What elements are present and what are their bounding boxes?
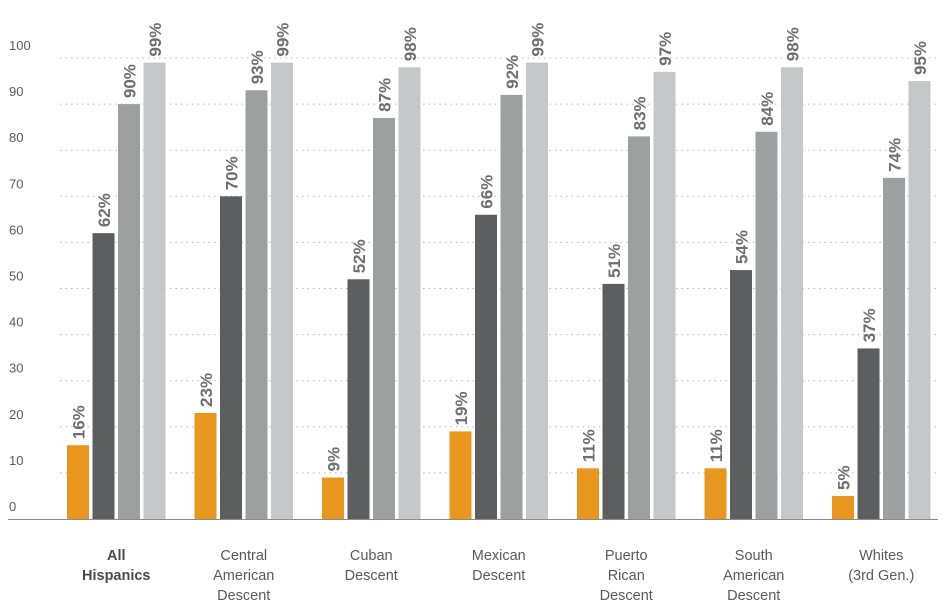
y-tick-label: 80 — [9, 130, 23, 145]
bar — [92, 233, 115, 519]
bar-value-label: 93% — [248, 50, 267, 84]
y-tick-label: 100 — [9, 38, 31, 53]
bar-value-label: 62% — [95, 193, 114, 227]
bar — [653, 71, 676, 519]
bar — [908, 81, 931, 520]
bar — [271, 62, 293, 520]
category-label: Mexican — [472, 548, 526, 564]
bar-value-label: 11% — [580, 429, 599, 462]
category-label: Descent — [600, 588, 653, 604]
bar-value-label: 66% — [478, 175, 497, 209]
category-label: Descent — [472, 568, 525, 584]
bar-value-label: 98% — [401, 27, 420, 61]
bar-value-label: 99% — [274, 23, 293, 57]
y-tick-label: 90 — [9, 84, 23, 99]
category-label: Whites — [859, 548, 903, 564]
data-labels-layer: 16% 62% 90% 99% 23% 70% 93% 99% 9% 52% 87% 98% 19% 66… — [70, 23, 931, 490]
bar — [730, 270, 752, 519]
bar — [857, 348, 880, 519]
bar — [143, 62, 166, 520]
bar — [449, 431, 472, 519]
bar — [373, 117, 395, 520]
y-tick-label: 50 — [9, 269, 23, 284]
category-label: South — [735, 548, 773, 564]
bar-value-label: 92% — [503, 55, 522, 89]
category-labels-layer: All Hispanics Central American Descent Cuban D… — [82, 548, 914, 604]
bar — [755, 131, 778, 519]
bar — [194, 412, 217, 519]
bar-value-label: 99% — [146, 23, 165, 57]
bar — [704, 468, 727, 519]
bar-value-label: 5% — [835, 465, 854, 490]
bar-value-label: 16% — [70, 405, 89, 439]
category-label: Puerto — [605, 548, 648, 564]
category-label: Central — [220, 548, 267, 564]
bar-value-label: 74% — [886, 138, 905, 172]
bar-value-label: 84% — [758, 92, 777, 126]
bar — [577, 468, 599, 519]
bar — [220, 196, 242, 520]
bar-value-label: 51% — [605, 244, 624, 278]
category-label: (3rd Gen.) — [848, 568, 914, 584]
bar — [398, 67, 421, 519]
bar-value-label: 95% — [911, 41, 930, 75]
bar — [526, 62, 548, 520]
bar-value-label: 99% — [529, 23, 548, 57]
bar — [602, 283, 625, 519]
bar-value-label: 37% — [860, 308, 879, 342]
bar-value-label: 87% — [376, 78, 395, 112]
category-label: Descent — [217, 588, 270, 604]
bar — [628, 136, 650, 519]
category-label: American — [723, 568, 784, 584]
y-tick-label: 70 — [9, 176, 23, 191]
bar — [67, 445, 89, 519]
category-label: Cuban — [350, 548, 393, 564]
bar-value-label: 97% — [656, 32, 675, 66]
bar-value-label: 52% — [350, 239, 369, 273]
bar-value-label: 9% — [325, 447, 344, 472]
category-label: Hispanics — [82, 568, 151, 584]
bar — [781, 67, 803, 519]
bar-value-label: 19% — [452, 391, 471, 425]
category-label: Rican — [608, 568, 645, 584]
y-tick-label: 30 — [9, 361, 23, 376]
y-tick-label: 10 — [9, 453, 23, 468]
bar — [245, 90, 268, 520]
bar — [347, 279, 370, 519]
bars-layer — [67, 62, 931, 520]
bar — [322, 477, 344, 519]
category-label: Descent — [727, 588, 780, 604]
category-label: All — [107, 548, 126, 564]
bar-value-label: 90% — [121, 64, 140, 98]
y-tick-label: 40 — [9, 315, 23, 330]
bar — [475, 214, 497, 520]
category-label: Descent — [345, 568, 398, 584]
bar — [883, 177, 905, 520]
bar-value-label: 23% — [197, 373, 216, 407]
bar-value-label: 54% — [733, 230, 752, 264]
bar-value-label: 98% — [784, 27, 803, 61]
y-tick-label: 0 — [9, 499, 16, 514]
bar-value-label: 70% — [223, 156, 242, 190]
bar — [118, 104, 140, 519]
y-tick-label: 60 — [9, 222, 23, 237]
bar — [832, 495, 854, 519]
y-tick-label: 20 — [9, 407, 23, 422]
bar-value-label: 11% — [707, 429, 726, 462]
bar — [500, 94, 523, 519]
category-label: American — [213, 568, 274, 584]
bar-value-label: 83% — [631, 96, 650, 130]
